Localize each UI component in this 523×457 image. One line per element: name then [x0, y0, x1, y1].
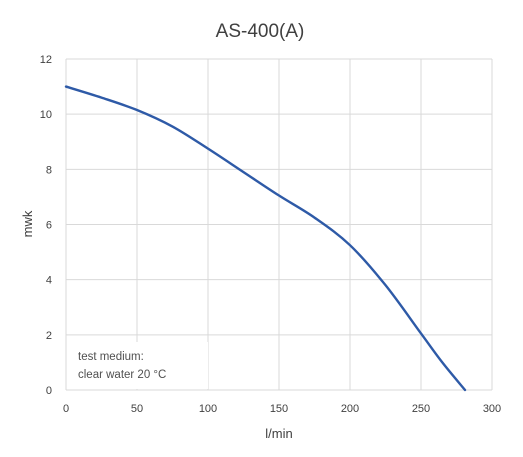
x-axis-label: l/min — [265, 426, 292, 441]
x-tick-label: 200 — [341, 403, 359, 415]
x-tick-label: 50 — [131, 403, 143, 415]
grid-lines — [65, 58, 493, 391]
y-tick-label: 4 — [46, 275, 52, 287]
series-line — [64, 85, 467, 392]
x-tick-label: 150 — [270, 403, 288, 415]
x-tick-label: 300 — [483, 403, 501, 415]
y-tick-label: 2 — [46, 330, 52, 342]
annotation-line-2: clear water 20 °C — [78, 369, 166, 381]
y-tick-labels: 0 2 4 6 8 10 12 — [40, 54, 52, 397]
y-tick-label: 8 — [46, 164, 52, 176]
x-tick-labels: 0 50 100 150 200 250 300 — [63, 403, 501, 415]
series-layer — [64, 85, 467, 392]
chart-title: AS-400(A) — [216, 21, 305, 42]
y-tick-label: 10 — [40, 109, 52, 121]
annotation-box — [68, 342, 208, 389]
y-axis-label: mwk — [20, 210, 35, 237]
x-tick-label: 250 — [412, 403, 430, 415]
y-tick-label: 12 — [40, 54, 52, 66]
annotation-line-1: test medium: — [78, 351, 144, 363]
y-tick-label: 6 — [46, 220, 52, 232]
x-tick-label: 100 — [199, 403, 217, 415]
y-tick-label: 0 — [46, 385, 52, 397]
x-tick-label: 0 — [63, 403, 69, 415]
